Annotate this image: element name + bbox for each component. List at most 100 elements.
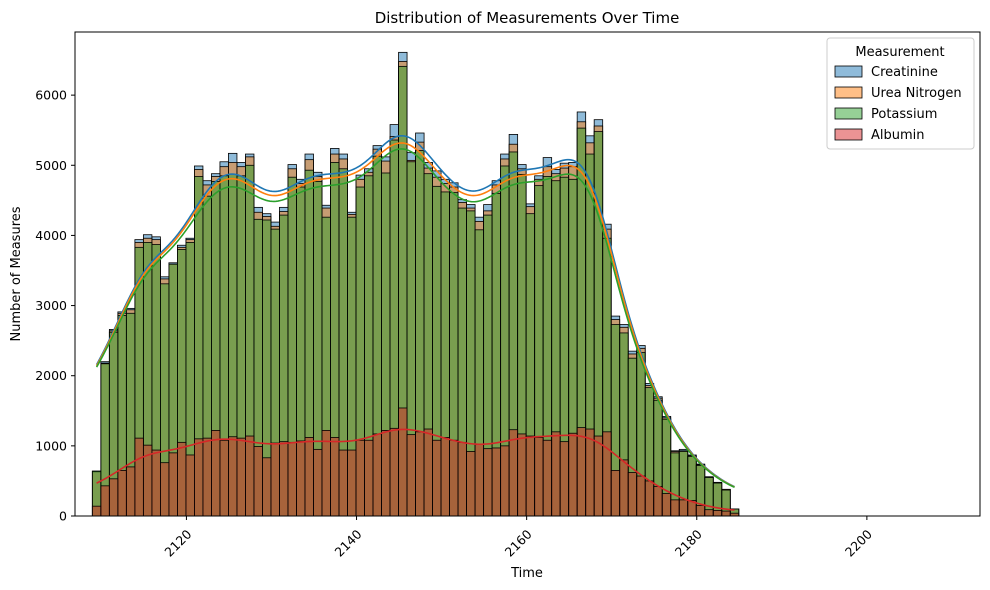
bar-albumin (661, 493, 672, 517)
bar-albumin (534, 437, 544, 517)
legend-items: Creatinine Urea Nitrogen Potassium Albumin (834, 65, 962, 143)
bar-albumin (423, 428, 433, 517)
y-axis-title: Number of Measures (9, 206, 24, 341)
bar-albumin (500, 445, 510, 517)
bar-albumin (678, 499, 689, 517)
bar-albumin (321, 430, 331, 517)
bar-albumin (313, 448, 323, 517)
y-tick-label: 3000 (35, 298, 67, 313)
kde-curve-creatinine (95, 134, 735, 488)
bar-albumin (576, 427, 587, 517)
bar-albumin (670, 499, 680, 517)
kde-curve-albumin (96, 428, 735, 511)
bar-albumin (108, 478, 119, 517)
legend-item-potassium: Potassium (834, 107, 937, 122)
y-tick-label: 6000 (35, 88, 67, 103)
bar-albumin (491, 447, 502, 517)
bar-albumin (304, 437, 314, 517)
kde-curve-potassium (95, 148, 735, 489)
bar-albumin (134, 437, 144, 517)
y-tick-label: 1000 (35, 438, 67, 453)
y-tick-label: 2000 (35, 368, 67, 383)
kde-layer (95, 134, 735, 511)
bar-albumin (627, 472, 638, 517)
x-axis-title: Time (510, 566, 543, 581)
bar-albumin (159, 462, 170, 517)
legend-title: Measurement (855, 45, 944, 60)
bar-albumin (568, 432, 578, 517)
bar-albumin (610, 470, 621, 517)
chart-title: Distribution of Measurements Over Time (375, 9, 680, 27)
bar-albumin (228, 436, 238, 517)
bar-albumin (619, 459, 629, 517)
bar-albumin (185, 454, 195, 517)
bar-albumin (449, 439, 459, 517)
legend-item-albumin: Albumin (834, 128, 925, 143)
bar-albumin (474, 444, 485, 517)
bar-albumin (593, 435, 604, 517)
bar-albumin (355, 439, 365, 517)
legend-label: Potassium (871, 107, 937, 122)
bar-albumin (644, 480, 655, 517)
bar-albumin (721, 510, 731, 517)
bar-albumin (542, 439, 553, 517)
bar-albumin (704, 509, 714, 517)
bar-albumin (364, 439, 374, 517)
bar-albumin (262, 457, 272, 517)
bar-albumin (245, 435, 255, 517)
y-tick-label: 4000 (35, 228, 67, 243)
bar-albumin (347, 449, 357, 517)
bar-albumin (372, 433, 382, 517)
bar-albumin (457, 441, 467, 517)
bar-albumin (406, 434, 416, 517)
bar-albumin (270, 442, 280, 517)
bar-albumin (636, 475, 646, 517)
bar-albumin (440, 437, 450, 517)
legend-swatch (834, 128, 863, 141)
bar-albumin (517, 433, 527, 517)
bar-albumin (585, 428, 595, 517)
y-tick-label: 0 (59, 509, 67, 524)
bar-albumin (551, 431, 561, 517)
y-axis: 0 1000 2000 3000 4000 5000 6000 (35, 88, 75, 524)
legend-swatch (834, 86, 863, 99)
bar-albumin (508, 429, 519, 517)
bar-albumin (91, 505, 102, 517)
bar-albumin (151, 449, 161, 517)
bar-albumin (602, 431, 612, 517)
bar-albumin (202, 437, 212, 517)
legend-item-creatinine: Creatinine (834, 65, 938, 80)
bar-albumin (279, 441, 289, 517)
legend-label: Creatinine (871, 65, 938, 80)
bar-albumin (415, 431, 425, 517)
bar-albumin (168, 452, 178, 517)
bar-albumin (695, 505, 706, 517)
bar-albumin (100, 485, 110, 517)
bar-albumin (330, 437, 340, 517)
bar-albumin (712, 509, 723, 517)
bar-albumin (381, 430, 391, 517)
bar-albumin (219, 439, 229, 517)
bar-albumin (398, 407, 408, 517)
bar-albumin (236, 437, 246, 517)
bar-albumin (432, 439, 442, 517)
bar-albumin (117, 470, 127, 517)
plot-frame (74, 31, 981, 517)
bar-albumin (559, 441, 570, 517)
legend-label: Albumin (871, 128, 925, 143)
legend: Measurement Creatinine Urea Nitrogen Potas… (826, 37, 975, 150)
kde-curve-urea-nitrogen (95, 142, 735, 488)
bar-albumin (177, 441, 187, 517)
bar-albumin (287, 441, 297, 517)
legend-swatch (834, 107, 863, 120)
bar-albumin (389, 427, 399, 517)
bar-albumin (338, 449, 348, 517)
legend-box (826, 37, 975, 150)
legend-swatch (834, 65, 863, 78)
y-tick-label: 5000 (35, 158, 67, 173)
bar-albumin (125, 466, 136, 517)
bar-albumin (466, 451, 476, 517)
bar-albumin (211, 430, 221, 517)
bar-albumin (483, 448, 493, 517)
